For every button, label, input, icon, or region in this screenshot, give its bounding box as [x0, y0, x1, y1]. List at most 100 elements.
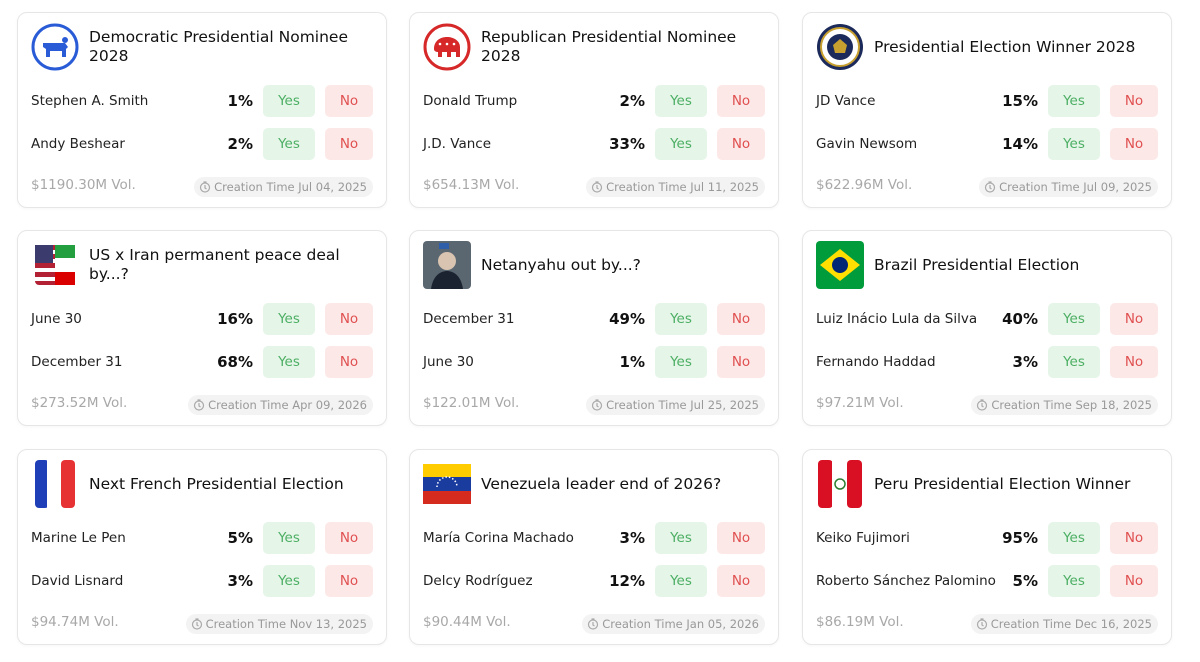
- market-title[interactable]: Brazil Presidential Election: [874, 255, 1080, 274]
- outcome-row: December 31 68% Yes No: [31, 346, 375, 378]
- market-card[interactable]: US x Iran permanent peace deal by...? Jun…: [17, 230, 387, 426]
- market-title[interactable]: Democratic Presidential Nominee 2028: [89, 28, 348, 65]
- market-card[interactable]: Republican Presidential Nominee 2028 Dona…: [409, 12, 779, 208]
- outcome-name: Keiko Fujimori: [816, 530, 910, 546]
- volume: $654.13M Vol.: [423, 177, 520, 193]
- no-button[interactable]: No: [325, 85, 373, 117]
- yes-button[interactable]: Yes: [263, 85, 315, 117]
- outcome-percent: 1%: [619, 353, 645, 371]
- no-button[interactable]: No: [325, 303, 373, 335]
- outcome-row: Luiz Inácio Lula da Silva 40% Yes No: [816, 303, 1160, 335]
- market-title[interactable]: Next French Presidential Election: [89, 474, 344, 493]
- market-icon: [423, 464, 471, 504]
- outcome-percent: 2%: [619, 92, 645, 110]
- outcome-row: David Lisnard 3% Yes No: [31, 565, 375, 597]
- creation-time: Creation Time Jul 09, 2025: [979, 177, 1158, 197]
- no-button[interactable]: No: [1110, 346, 1158, 378]
- yes-button[interactable]: Yes: [655, 346, 707, 378]
- outcome-row: Fernando Haddad 3% Yes No: [816, 346, 1160, 378]
- outcome-name: Stephen A. Smith: [31, 93, 149, 109]
- outcome-row: María Corina Machado 3% Yes No: [423, 522, 767, 554]
- clock-icon: [194, 399, 205, 411]
- market-card[interactable]: Next French Presidential Election Marine …: [17, 449, 387, 645]
- yes-button[interactable]: Yes: [655, 303, 707, 335]
- market-card[interactable]: Peru Presidential Election Winner Keiko F…: [802, 449, 1172, 645]
- creation-time: Creation Time Apr 09, 2026: [188, 395, 373, 415]
- no-button[interactable]: No: [717, 303, 765, 335]
- creation-time: Creation Time Nov 13, 2025: [185, 614, 373, 634]
- outcome-percent: 40%: [1002, 310, 1038, 328]
- market-title[interactable]: Presidential Election Winner 2028: [874, 37, 1136, 56]
- yes-button[interactable]: Yes: [1048, 565, 1100, 597]
- yes-button[interactable]: Yes: [1048, 522, 1100, 554]
- no-button[interactable]: No: [1110, 522, 1158, 554]
- outcome-name: June 30: [31, 311, 82, 327]
- outcome-row: June 30 1% Yes No: [423, 346, 767, 378]
- outcome-row: Stephen A. Smith 1% Yes No: [31, 85, 375, 117]
- volume: $1190.30M Vol.: [31, 177, 136, 193]
- no-button[interactable]: No: [717, 85, 765, 117]
- volume: $86.19M Vol.: [816, 614, 904, 630]
- outcome-name: JD Vance: [816, 93, 876, 109]
- yes-button[interactable]: Yes: [263, 522, 315, 554]
- no-button[interactable]: No: [717, 565, 765, 597]
- creation-time: Creation Time Jul 11, 2025: [586, 177, 765, 197]
- market-card[interactable]: Democratic Presidential Nominee 2028 Step…: [17, 12, 387, 208]
- clock-icon: [592, 181, 603, 193]
- outcome-name: Fernando Haddad: [816, 354, 936, 370]
- no-button[interactable]: No: [325, 565, 373, 597]
- market-title[interactable]: Netanyahu out by...?: [481, 255, 641, 274]
- creation-time: Creation Time Jul 04, 2025: [194, 177, 373, 197]
- market-icon: [31, 23, 79, 71]
- market-card[interactable]: Venezuela leader end of 2026? María Corin…: [409, 449, 779, 645]
- outcome-percent: 49%: [609, 310, 645, 328]
- no-button[interactable]: No: [325, 128, 373, 160]
- outcome-percent: 5%: [227, 529, 253, 547]
- yes-button[interactable]: Yes: [263, 346, 315, 378]
- outcome-row: June 30 16% Yes No: [31, 303, 375, 335]
- outcome-row: Marine Le Pen 5% Yes No: [31, 522, 375, 554]
- yes-button[interactable]: Yes: [263, 565, 315, 597]
- yes-button[interactable]: Yes: [1048, 85, 1100, 117]
- market-title[interactable]: Republican Presidential Nominee 2028: [481, 28, 737, 65]
- yes-button[interactable]: Yes: [655, 565, 707, 597]
- no-button[interactable]: No: [325, 522, 373, 554]
- no-button[interactable]: No: [717, 128, 765, 160]
- yes-button[interactable]: Yes: [1048, 303, 1100, 335]
- yes-button[interactable]: Yes: [655, 522, 707, 554]
- no-button[interactable]: No: [1110, 303, 1158, 335]
- market-card[interactable]: Netanyahu out by...? December 31 49% Yes No J…: [409, 230, 779, 426]
- outcome-row: Donald Trump 2% Yes No: [423, 85, 767, 117]
- clock-icon: [976, 618, 987, 630]
- volume: $622.96M Vol.: [816, 177, 913, 193]
- market-title[interactable]: Venezuela leader end of 2026?: [481, 474, 722, 493]
- no-button[interactable]: No: [1110, 128, 1158, 160]
- market-card[interactable]: Brazil Presidential Election Luiz Inácio …: [802, 230, 1172, 426]
- outcome-row: December 31 49% Yes No: [423, 303, 767, 335]
- outcome-row: Delcy Rodríguez 12% Yes No: [423, 565, 767, 597]
- yes-button[interactable]: Yes: [655, 128, 707, 160]
- market-icon: [817, 24, 863, 70]
- outcome-percent: 12%: [609, 572, 645, 590]
- no-button[interactable]: No: [325, 346, 373, 378]
- no-button[interactable]: No: [717, 346, 765, 378]
- yes-button[interactable]: Yes: [655, 85, 707, 117]
- outcome-percent: 2%: [227, 135, 253, 153]
- volume: $273.52M Vol.: [31, 395, 128, 411]
- outcome-percent: 1%: [227, 92, 253, 110]
- market-icon: [818, 460, 862, 508]
- outcome-percent: 33%: [609, 135, 645, 153]
- yes-button[interactable]: Yes: [263, 303, 315, 335]
- market-card[interactable]: Presidential Election Winner 2028 JD Vanc…: [802, 12, 1172, 208]
- no-button[interactable]: No: [1110, 565, 1158, 597]
- no-button[interactable]: No: [717, 522, 765, 554]
- market-title[interactable]: Peru Presidential Election Winner: [874, 474, 1131, 493]
- market-title[interactable]: US x Iran permanent peace deal by...?: [89, 246, 340, 283]
- yes-button[interactable]: Yes: [1048, 346, 1100, 378]
- creation-time: Creation Time Sep 18, 2025: [971, 395, 1158, 415]
- yes-button[interactable]: Yes: [1048, 128, 1100, 160]
- no-button[interactable]: No: [1110, 85, 1158, 117]
- outcome-name: Marine Le Pen: [31, 530, 126, 546]
- creation-time: Creation Time Jan 05, 2026: [582, 614, 765, 634]
- yes-button[interactable]: Yes: [263, 128, 315, 160]
